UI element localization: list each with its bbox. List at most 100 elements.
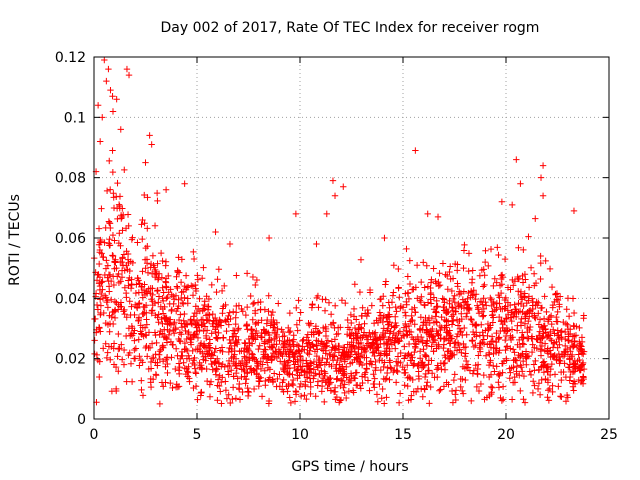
data-point — [170, 293, 177, 300]
data-point — [405, 397, 412, 404]
data-point — [519, 350, 526, 357]
data-point — [461, 241, 468, 249]
data-point — [207, 378, 215, 385]
data-point — [329, 357, 337, 364]
data-point — [450, 295, 457, 303]
data-point — [350, 305, 358, 313]
data-point — [307, 369, 315, 377]
data-point — [223, 327, 230, 335]
data-point — [428, 370, 436, 377]
data-point — [412, 309, 419, 316]
data-point — [280, 388, 287, 396]
chart-title: Day 002 of 2017, Rate Of TEC Index for r… — [161, 20, 540, 36]
data-point — [214, 397, 221, 404]
data-point — [460, 390, 467, 397]
data-point — [452, 339, 459, 346]
data-point — [405, 295, 413, 303]
data-point — [152, 351, 159, 358]
data-point — [223, 395, 231, 402]
data-point — [316, 371, 323, 378]
data-point — [339, 370, 346, 377]
data-point — [379, 385, 386, 393]
data-point — [252, 281, 259, 289]
data-point — [309, 300, 316, 308]
data-point — [354, 332, 362, 340]
data-point — [389, 334, 396, 341]
data-point — [185, 328, 192, 336]
data-point — [232, 395, 240, 402]
data-point — [176, 329, 184, 336]
data-point — [446, 300, 453, 307]
data-point — [174, 352, 181, 359]
data-point — [409, 286, 416, 293]
data-point — [394, 358, 402, 366]
data-point — [517, 387, 524, 395]
data-point — [430, 294, 438, 301]
data-point — [127, 360, 135, 367]
data-point — [514, 322, 521, 329]
data-point — [425, 361, 432, 368]
data-point — [323, 210, 330, 218]
data-point — [218, 363, 225, 370]
data-point — [162, 356, 170, 363]
data-point — [281, 361, 288, 368]
data-point — [243, 344, 251, 352]
data-point — [184, 373, 191, 380]
data-point — [460, 305, 468, 312]
data-point — [313, 352, 321, 360]
data-point — [437, 386, 444, 393]
data-point — [462, 376, 469, 384]
data-point — [150, 354, 157, 362]
data-point — [289, 381, 297, 389]
data-point — [448, 303, 456, 311]
data-point — [109, 108, 117, 115]
data-point — [116, 303, 124, 310]
data-point — [276, 371, 283, 378]
data-point — [538, 304, 546, 311]
data-point — [544, 376, 552, 384]
data-point — [544, 393, 551, 401]
data-point — [362, 332, 370, 339]
data-point — [299, 363, 306, 370]
data-point — [464, 364, 472, 371]
data-point — [277, 358, 284, 365]
data-point — [242, 340, 249, 347]
data-point — [276, 383, 284, 390]
data-point — [427, 300, 435, 307]
data-point — [395, 284, 402, 292]
data-point — [415, 375, 423, 383]
data-point — [165, 272, 172, 280]
data-point — [277, 350, 284, 357]
data-point — [202, 332, 210, 340]
data-point — [214, 323, 221, 331]
data-point — [243, 376, 250, 383]
data-point — [292, 358, 299, 365]
data-point — [429, 339, 437, 346]
data-point — [374, 341, 382, 348]
data-point — [414, 362, 422, 369]
data-point — [145, 365, 152, 373]
data-point — [580, 312, 587, 319]
data-point — [456, 302, 464, 309]
data-point — [213, 288, 220, 296]
data-point — [173, 307, 180, 315]
data-point — [345, 387, 353, 395]
data-point — [273, 348, 280, 356]
data-point — [578, 338, 586, 346]
data-point — [131, 346, 138, 354]
data-point — [105, 65, 112, 73]
data-point — [157, 249, 165, 257]
data-point — [564, 321, 571, 329]
data-point — [192, 383, 200, 390]
data-point — [151, 264, 158, 271]
data-point — [459, 387, 466, 395]
data-point — [457, 289, 465, 297]
data-point — [325, 299, 333, 306]
data-point — [123, 262, 130, 269]
data-point — [394, 368, 401, 376]
data-point — [276, 337, 283, 344]
data-point — [421, 284, 428, 291]
data-point — [324, 355, 331, 363]
